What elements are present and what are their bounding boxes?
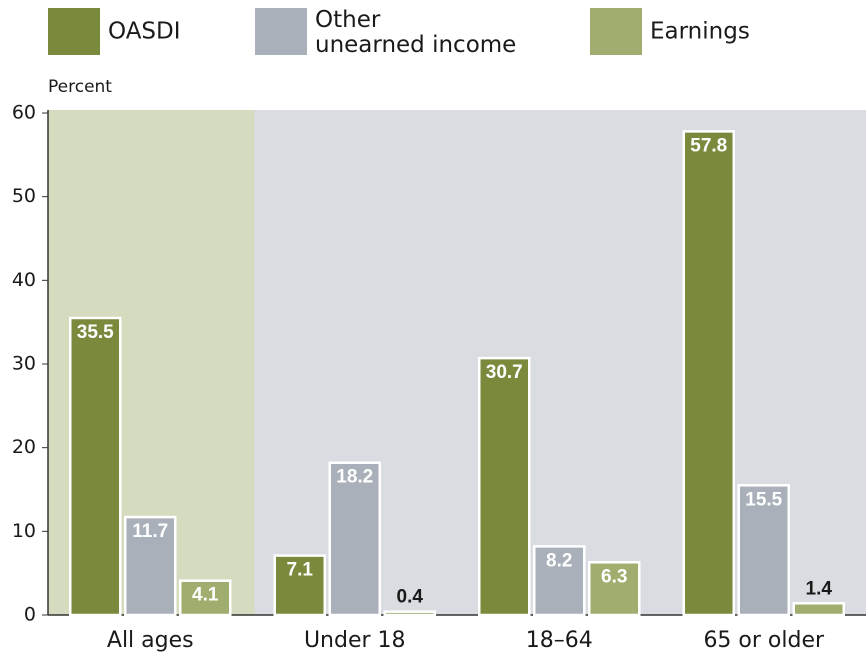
bar	[179, 579, 232, 617]
value-label: 6.3	[601, 566, 627, 587]
bar	[69, 316, 122, 617]
value-label: 0.4	[397, 587, 424, 608]
y-tick-label: 0	[24, 604, 36, 626]
legend-label: OASDI	[108, 19, 181, 45]
x-tick-label: 65 or older	[703, 628, 825, 653]
value-label: 1.4	[806, 578, 833, 599]
value-label: 4.1	[192, 585, 219, 606]
legend-swatch	[48, 8, 100, 55]
value-label: 11.7	[132, 521, 168, 542]
legend-line: unearned income	[315, 32, 516, 58]
bar	[273, 554, 326, 617]
bar	[478, 356, 531, 617]
bar	[737, 484, 790, 617]
bar	[383, 610, 436, 617]
value-label: 8.2	[546, 550, 572, 571]
bar	[588, 561, 641, 617]
legend-line: Other	[315, 7, 381, 33]
bar	[328, 461, 381, 617]
y-tick-label: 60	[12, 102, 36, 124]
y-tick-label: 20	[12, 436, 36, 458]
y-tick-label: 30	[12, 353, 36, 375]
value-label: 30.7	[486, 362, 523, 383]
x-tick-label: Under 18	[304, 628, 406, 653]
y-tick-label: 40	[12, 269, 36, 291]
bar	[792, 602, 845, 617]
legend-label: Other unearned income	[315, 7, 516, 58]
value-label: 35.5	[77, 322, 114, 343]
value-label: 18.2	[336, 467, 373, 488]
bar	[124, 515, 177, 617]
x-tick-label: 18–64	[526, 628, 593, 653]
bar	[682, 130, 735, 617]
legend-swatch	[590, 8, 642, 55]
legend-swatch	[255, 8, 307, 55]
y-tick-label: 50	[12, 185, 36, 207]
value-label: 7.1	[287, 560, 314, 581]
legend-label: Earnings	[650, 19, 750, 45]
y-tick-label: 10	[12, 520, 36, 542]
bar	[533, 545, 586, 617]
y-axis-label: Percent	[48, 77, 112, 97]
x-tick-label: All ages	[107, 628, 194, 653]
value-label: 57.8	[690, 135, 727, 156]
value-label: 15.5	[745, 489, 782, 510]
